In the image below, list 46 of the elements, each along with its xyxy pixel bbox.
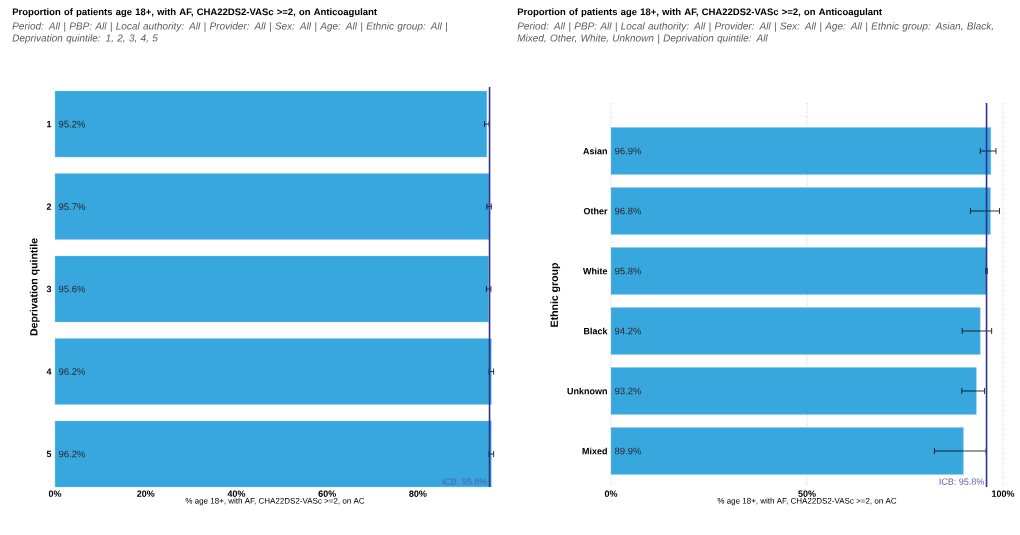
data-label: 96.8% bbox=[614, 207, 642, 215]
y-tick-label: 2 bbox=[46, 203, 52, 210]
bar bbox=[610, 367, 977, 415]
x-tick-label: 0% bbox=[48, 490, 62, 497]
y-tick-label: 1 bbox=[47, 121, 52, 128]
x-tick-label: 50% bbox=[798, 490, 816, 497]
y-tick-label: Asian bbox=[583, 147, 607, 155]
chart-title: Proportion of patients age 18+, with AF, CHA22DS2-VASc >=2, on Anticoagulant bbox=[12, 8, 377, 18]
data-label: 96.2% bbox=[58, 368, 86, 375]
data-label: 96.2% bbox=[58, 450, 86, 458]
data-label: 93.2% bbox=[614, 387, 642, 395]
data-label: 95.6% bbox=[58, 285, 86, 293]
bar bbox=[610, 247, 987, 295]
chart-subtitle: Period: All | PBP: All | Local authority: All | Provider: All | Sex: All | Age: All | Ethnic group: Asian, Black, Mixed, Other, White, Unknown | Deprivation quintile: All bbox=[517, 22, 993, 44]
y-tick-label: 3 bbox=[46, 285, 52, 293]
y-axis-title: Deprivation quintile bbox=[29, 238, 40, 336]
data-label: 95.8% bbox=[614, 267, 642, 275]
x-tick-label: 80% bbox=[409, 490, 427, 497]
ref-line-label: ICB: 95.8% bbox=[442, 478, 488, 485]
y-tick-label: Other bbox=[583, 207, 608, 215]
data-label: 89.9% bbox=[614, 447, 642, 455]
data-label: 94.2% bbox=[614, 327, 642, 335]
y-tick-label: Mixed bbox=[582, 447, 607, 455]
bar bbox=[610, 127, 992, 175]
y-tick-label: 4 bbox=[46, 368, 52, 375]
bar bbox=[610, 307, 981, 355]
x-axis-title: % age 18+, with AF, CHA22DS2-VASc >=2, on AC bbox=[185, 497, 365, 506]
y-tick-label: Black bbox=[584, 327, 608, 335]
x-tick-label: 40% bbox=[227, 490, 246, 497]
chart-subtitle: Period: All | PBP: All | Local authority: All | Provider: All | Sex: All | Age: All | Ethnic group: All | Deprivation quintile: 1, 2, 3, 4, 5 bbox=[12, 22, 447, 44]
chart-title: Proportion of patients age 18+, with AF, CHA22DS2-VASc >=2, on Anticoagulant bbox=[517, 8, 882, 18]
x-tick-label: 60% bbox=[318, 490, 336, 497]
data-label: 96.9% bbox=[614, 147, 642, 155]
x-tick-label: 0% bbox=[604, 490, 618, 497]
x-tick-label: 100% bbox=[992, 490, 1015, 497]
y-tick-label: White bbox=[582, 267, 608, 275]
bar bbox=[610, 427, 964, 475]
data-label: 95.2% bbox=[58, 120, 86, 128]
x-tick-label: 20% bbox=[137, 490, 155, 497]
ref-line-label: ICB: 95.8% bbox=[939, 478, 985, 485]
y-tick-label: 5 bbox=[46, 450, 52, 458]
y-tick-label: Unknown bbox=[567, 387, 607, 395]
x-axis-title: % age 18+, with AF, CHA22DS2-VASc >=2, on AC bbox=[717, 497, 897, 506]
y-axis-title: Ethnic group bbox=[550, 263, 561, 327]
bar bbox=[610, 187, 991, 235]
data-label: 95.7% bbox=[58, 203, 86, 210]
